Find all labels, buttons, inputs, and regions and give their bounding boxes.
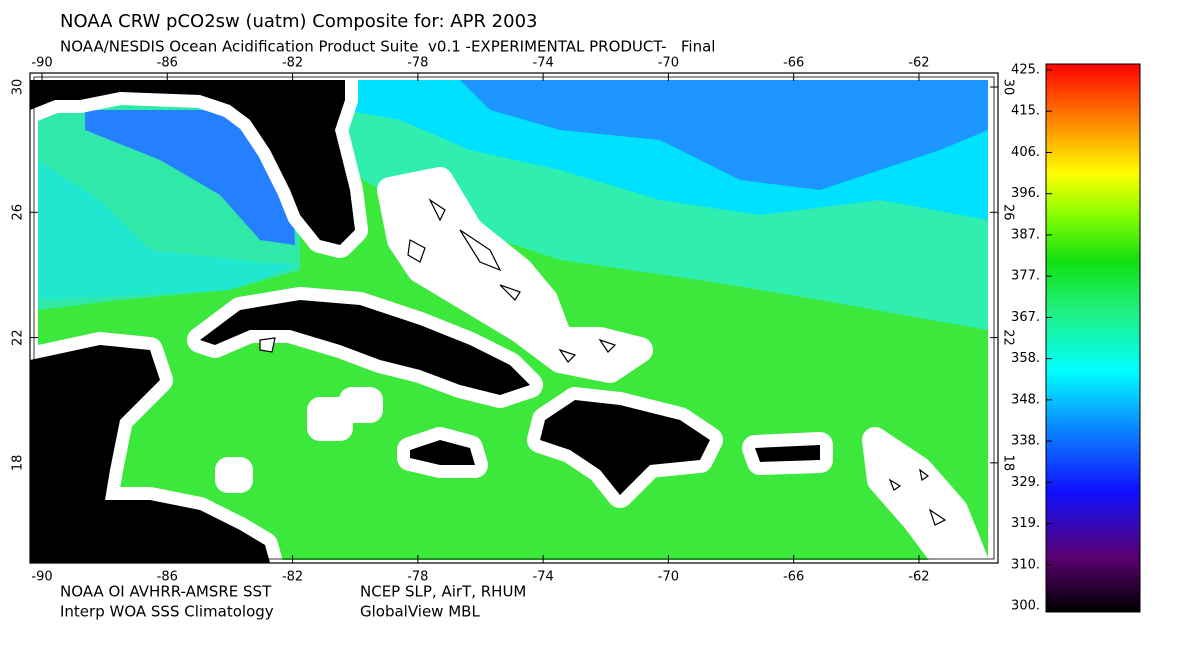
colorbar-label: 348. xyxy=(1011,392,1040,407)
title: NOAA CRW pCO2sw (uatm) Composite for: AP… xyxy=(60,11,537,32)
lon-tick-label: -74 xyxy=(533,570,554,585)
lon-tick-label: -86 xyxy=(157,570,178,585)
colorbar-label: 329. xyxy=(1011,475,1040,490)
map-inner-frame xyxy=(33,76,995,560)
lat-tick-label: 22 xyxy=(1001,329,1016,346)
lon-tick-label: -62 xyxy=(908,56,929,71)
colorbar-label: 425. xyxy=(1011,63,1040,78)
lat-tick-label: 30 xyxy=(1001,79,1016,96)
lat-tick-label: 18 xyxy=(11,455,26,472)
lon-tick-label: -66 xyxy=(783,570,804,585)
lon-tick-label: -86 xyxy=(157,56,178,71)
map xyxy=(30,73,998,563)
colorbar-label: 415. xyxy=(1011,104,1040,119)
colorbar-label: 377. xyxy=(1011,269,1040,284)
footer-text: NCEP SLP, AirT, RHUM xyxy=(360,583,526,601)
lat-tick-label: 18 xyxy=(1001,455,1016,472)
lat-tick-label: 22 xyxy=(11,329,26,346)
lon-tick-label: -90 xyxy=(31,56,52,71)
lat-tick-label: 26 xyxy=(1001,204,1016,221)
subtitle: NOAA/NESDIS Ocean Acidification Product … xyxy=(60,38,715,56)
colorbar-label: 396. xyxy=(1011,186,1040,201)
colorbar-label: 358. xyxy=(1011,351,1040,366)
map-frame xyxy=(29,72,999,564)
lon-tick-label: -66 xyxy=(783,56,804,71)
lon-tick-label: -78 xyxy=(407,56,428,71)
footer-text: NOAA OI AVHRR-AMSRE SST xyxy=(60,583,272,601)
colorbar-label: 406. xyxy=(1011,145,1040,160)
colorbar-label: 300. xyxy=(1011,599,1040,614)
lon-tick-label: -74 xyxy=(533,56,554,71)
lon-tick-label: -78 xyxy=(407,570,428,585)
lon-tick-label: -82 xyxy=(282,56,303,71)
lon-tick-label: -90 xyxy=(31,570,52,585)
colorbar xyxy=(1045,63,1141,613)
axes: -90 -90 -86 -86 -82 -82 -78 -78 -74 -74 -70 -70 -66 -… xyxy=(11,56,1016,585)
colorbar-label: 367. xyxy=(1011,310,1040,325)
lon-tick-label: -62 xyxy=(908,570,929,585)
footer-text: GlobalView MBL xyxy=(360,603,480,621)
footer-text: Interp WOA SSS Climatology xyxy=(60,603,274,621)
lon-tick-label: -70 xyxy=(658,570,679,585)
colorbar-label: 319. xyxy=(1011,516,1040,531)
colorbar-label: 310. xyxy=(1011,557,1040,572)
lon-tick-label: -82 xyxy=(282,570,303,585)
colorbar-label: 387. xyxy=(1011,227,1040,242)
lon-tick-label: -70 xyxy=(658,56,679,71)
lat-tick-label: 26 xyxy=(11,204,26,221)
colorbar-labels: 425. 415. 406. 396. 387. 377. 367. 358. 348. 338.… xyxy=(1011,63,1052,614)
colorbar-label: 338. xyxy=(1011,434,1040,449)
lat-tick-label: 30 xyxy=(11,79,26,96)
